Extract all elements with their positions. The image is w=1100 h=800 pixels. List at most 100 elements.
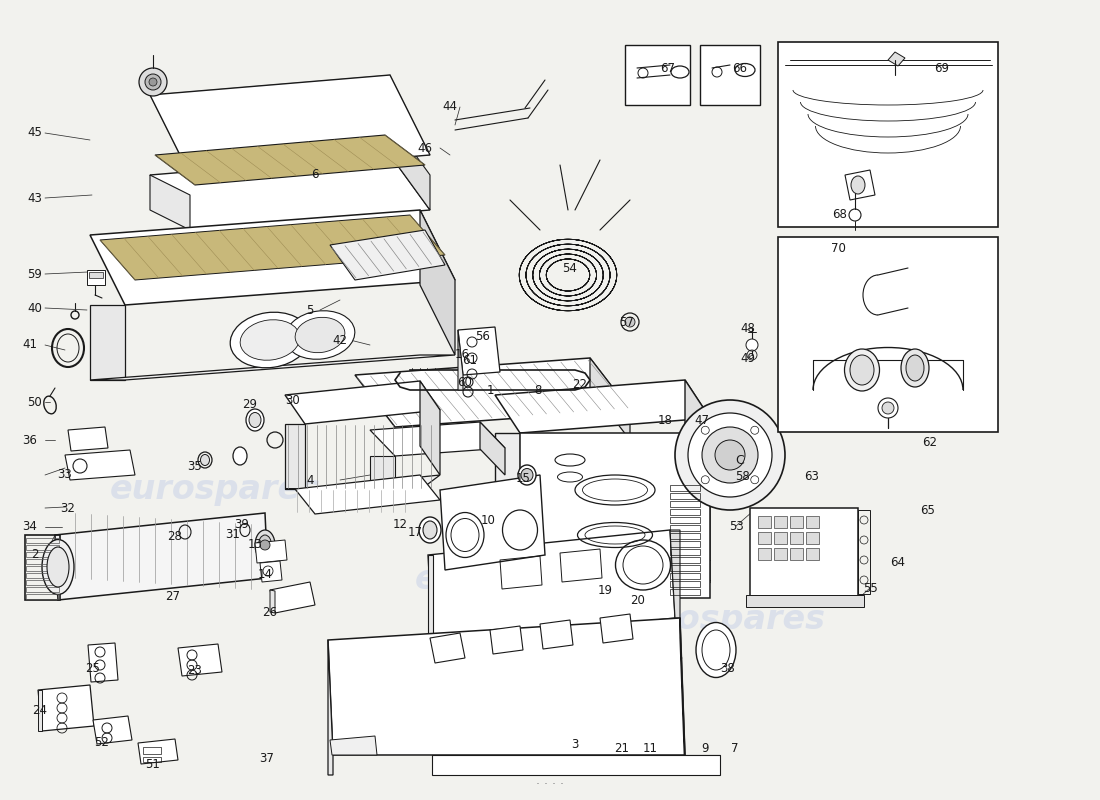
- Bar: [758, 516, 771, 528]
- Polygon shape: [155, 135, 425, 185]
- Bar: [625, 45, 690, 105]
- Bar: [806, 548, 820, 560]
- Text: 39: 39: [234, 518, 250, 530]
- Bar: [700, 45, 760, 105]
- Polygon shape: [685, 380, 710, 583]
- Circle shape: [260, 540, 270, 550]
- Text: 2: 2: [31, 549, 38, 562]
- Text: 56: 56: [475, 330, 491, 342]
- Text: C: C: [736, 454, 745, 466]
- Text: 37: 37: [260, 751, 274, 765]
- Bar: [758, 532, 771, 544]
- Bar: [670, 485, 700, 491]
- Text: 27: 27: [165, 590, 180, 603]
- Polygon shape: [430, 633, 465, 663]
- Text: eurospares: eurospares: [615, 603, 825, 637]
- Text: 31: 31: [226, 529, 241, 542]
- Text: 6: 6: [311, 169, 319, 182]
- Circle shape: [882, 402, 894, 414]
- Polygon shape: [428, 530, 675, 643]
- Text: 46: 46: [418, 142, 432, 154]
- Bar: [778, 42, 998, 227]
- Text: 52: 52: [95, 737, 109, 750]
- Circle shape: [750, 476, 759, 484]
- Ellipse shape: [845, 349, 880, 391]
- Text: 28: 28: [167, 530, 183, 543]
- Ellipse shape: [200, 454, 209, 466]
- Bar: [26, 559, 59, 564]
- Ellipse shape: [295, 318, 345, 353]
- Polygon shape: [295, 475, 440, 514]
- Ellipse shape: [518, 465, 536, 485]
- Text: 4: 4: [306, 474, 313, 486]
- Text: 65: 65: [921, 503, 935, 517]
- Ellipse shape: [47, 547, 69, 587]
- Polygon shape: [540, 620, 573, 649]
- Circle shape: [688, 413, 772, 497]
- Polygon shape: [420, 210, 455, 355]
- Bar: [26, 580, 59, 585]
- Text: 5: 5: [306, 303, 313, 317]
- Text: 48: 48: [740, 322, 756, 334]
- Bar: [670, 501, 700, 507]
- Text: 57: 57: [619, 315, 635, 329]
- Polygon shape: [270, 582, 315, 613]
- Text: 64: 64: [891, 557, 905, 570]
- Ellipse shape: [901, 349, 930, 387]
- Polygon shape: [495, 380, 710, 433]
- Polygon shape: [94, 716, 132, 744]
- Circle shape: [139, 68, 167, 96]
- Polygon shape: [490, 626, 522, 654]
- Text: eurospares: eurospares: [415, 563, 626, 597]
- Polygon shape: [150, 75, 430, 175]
- Polygon shape: [89, 272, 103, 278]
- Text: 32: 32: [60, 502, 76, 514]
- Bar: [858, 510, 870, 594]
- Text: 62: 62: [923, 437, 937, 450]
- Circle shape: [702, 427, 758, 483]
- Polygon shape: [590, 358, 630, 440]
- Ellipse shape: [249, 413, 261, 427]
- Ellipse shape: [255, 530, 275, 560]
- Bar: [26, 587, 59, 592]
- Polygon shape: [285, 424, 305, 489]
- Bar: [746, 595, 864, 607]
- Text: 1: 1: [486, 383, 494, 397]
- Circle shape: [145, 74, 161, 90]
- Bar: [806, 516, 820, 528]
- Text: 30: 30: [286, 394, 300, 406]
- Polygon shape: [65, 450, 135, 480]
- Text: 13: 13: [248, 538, 263, 551]
- Circle shape: [675, 400, 785, 510]
- Polygon shape: [330, 230, 446, 280]
- Polygon shape: [285, 475, 440, 490]
- Bar: [774, 516, 786, 528]
- Bar: [750, 508, 858, 596]
- Text: 47: 47: [694, 414, 710, 426]
- Polygon shape: [480, 422, 505, 475]
- Text: 14: 14: [257, 569, 273, 582]
- Circle shape: [746, 339, 758, 351]
- Text: 11: 11: [642, 742, 658, 754]
- Bar: [790, 532, 803, 544]
- Text: . . . .: . . . .: [536, 774, 564, 786]
- Polygon shape: [270, 590, 275, 613]
- Polygon shape: [600, 614, 632, 643]
- Polygon shape: [150, 155, 430, 230]
- Polygon shape: [138, 739, 178, 764]
- Ellipse shape: [240, 320, 300, 360]
- Ellipse shape: [851, 176, 865, 194]
- Polygon shape: [328, 640, 333, 775]
- Polygon shape: [255, 540, 287, 563]
- Polygon shape: [260, 561, 282, 582]
- Circle shape: [878, 398, 898, 418]
- Text: 12: 12: [393, 518, 407, 531]
- Text: 70: 70: [830, 242, 846, 254]
- Polygon shape: [87, 270, 104, 285]
- Ellipse shape: [233, 447, 248, 465]
- Text: 36: 36: [23, 434, 37, 446]
- Bar: [26, 545, 59, 550]
- Text: 49: 49: [740, 351, 756, 365]
- Text: 16: 16: [454, 349, 470, 362]
- Polygon shape: [90, 210, 455, 305]
